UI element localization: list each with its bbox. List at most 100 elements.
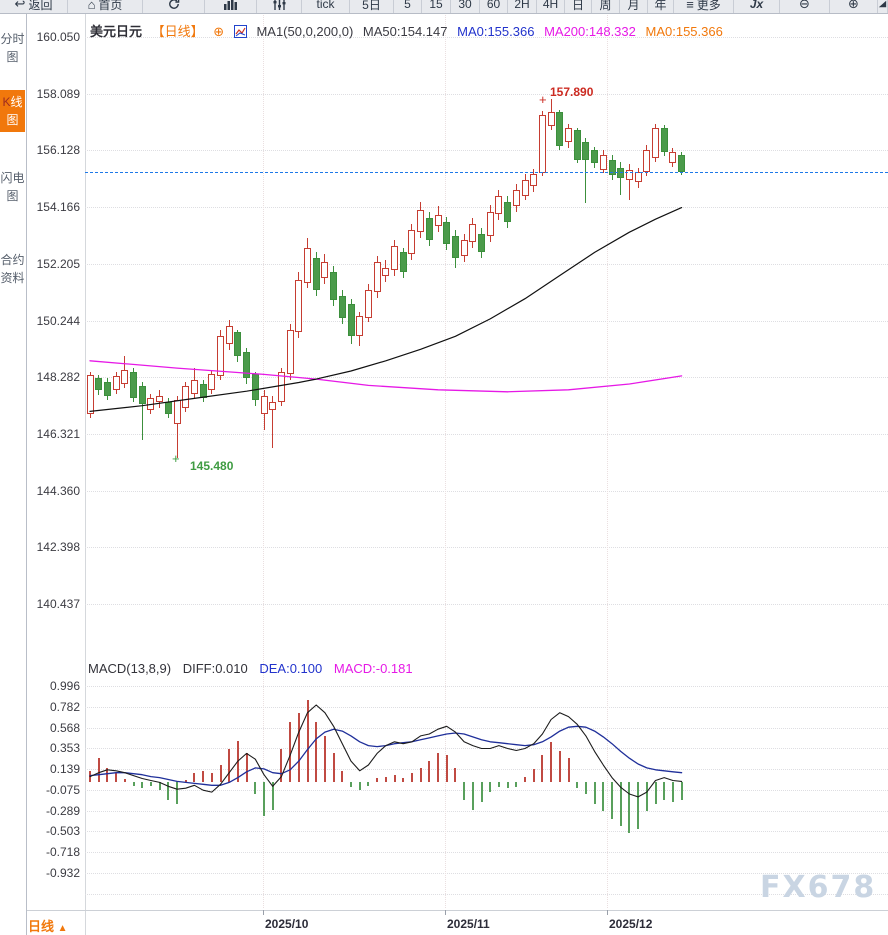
toolbar-more[interactable]: ≡ 更多	[674, 0, 734, 13]
macd-diff-value: DIFF:0.010	[182, 661, 248, 676]
toolbar-period-day[interactable]: 日	[565, 0, 592, 13]
toolbar-period-60[interactable]: 60	[480, 0, 508, 13]
toolbar-period-5[interactable]: 5	[394, 0, 422, 13]
price-axis-label: 148.282	[36, 370, 80, 384]
toolbar-chart-type[interactable]	[205, 0, 257, 13]
macd-hist-bar	[323, 735, 326, 783]
candle-wick	[585, 137, 587, 203]
toolbar-refresh[interactable]	[143, 0, 205, 13]
toolbar-period-week[interactable]: 周	[592, 0, 620, 13]
sidebar-item-lightning-chart[interactable]: 闪电图	[0, 171, 25, 203]
candle	[225, 326, 233, 345]
candle	[591, 150, 599, 164]
macd-hist-bar	[149, 782, 152, 787]
period-label: 日线	[28, 919, 55, 934]
chart-header: 美元日元 【日线】 ⊕ MA1(50,0,200,0) MA50:154.147…	[90, 21, 729, 41]
candle	[86, 375, 94, 415]
candle	[304, 248, 311, 284]
macd-hist-bar	[297, 712, 300, 783]
top-toolbar: ↩ 返回 ⌂ 首页 tick 5日 5 15 30 60 2H 4H 日周月年 ≡ 更多 Jx ⊖ ⊕	[0, 0, 888, 14]
candle	[678, 154, 686, 173]
toolbar-tick[interactable]: tick	[302, 0, 350, 13]
macd-hist-bar	[454, 767, 457, 783]
macd-hist-bar	[271, 782, 274, 810]
candle	[295, 280, 303, 333]
toolbar-period-month[interactable]: 月	[620, 0, 648, 13]
candle	[199, 384, 207, 399]
low-marker: +	[172, 451, 180, 466]
candle	[243, 352, 251, 379]
candle	[286, 330, 294, 375]
circle-plus-icon[interactable]: ⊕	[213, 24, 225, 39]
toolbar-period-year[interactable]: 年	[648, 0, 674, 13]
candle	[269, 402, 277, 411]
toolbar-fx-indicator[interactable]: Jx	[734, 0, 780, 13]
macd-hist-bar	[289, 722, 292, 783]
candle	[573, 130, 581, 161]
period-selector[interactable]: 日线 ▲	[28, 916, 68, 935]
macd-hist-bar	[567, 758, 570, 783]
candle	[425, 218, 433, 240]
gridline	[85, 434, 888, 435]
macd-hist-bar	[158, 782, 161, 791]
macd-hist-bar	[245, 753, 248, 783]
candle	[512, 189, 520, 207]
toolbar-period-30[interactable]: 30	[451, 0, 480, 13]
sidebar-item-timeshare-chart[interactable]: 分时图	[0, 32, 25, 64]
macd-hist-bar	[663, 782, 666, 800]
toolbar-draw[interactable]	[878, 0, 888, 13]
candle	[251, 374, 259, 401]
macd-hist-bar	[393, 774, 396, 783]
candle	[190, 380, 198, 395]
toolbar-period-4h[interactable]: 4H	[537, 0, 565, 13]
gridline	[85, 491, 888, 492]
triangle-up-icon: ▲	[57, 923, 68, 934]
toolbar-period-5d[interactable]: 5日	[350, 0, 394, 13]
price-axis-label: 150.244	[36, 314, 80, 328]
toolbar-zoom-in[interactable]: ⊕	[830, 0, 878, 13]
candle	[530, 174, 538, 187]
macd-hist-bar	[593, 782, 596, 804]
toolbar-home[interactable]: ⌂ 首页	[68, 0, 143, 13]
candle-wick	[272, 396, 274, 449]
ma50-value: MA50:154.147	[362, 24, 448, 39]
candle	[417, 210, 425, 233]
macd-hist-bar	[219, 764, 222, 783]
macd-axis-label: -0.075	[45, 783, 80, 797]
candle	[625, 170, 633, 181]
candle	[382, 268, 390, 277]
macd-hist-bar	[680, 782, 683, 800]
candle	[443, 222, 451, 245]
gridline	[85, 748, 888, 749]
candle	[121, 370, 129, 385]
macd-hist-bar	[228, 748, 231, 783]
macd-hist-bar	[106, 767, 109, 783]
high-marker: +	[539, 92, 547, 107]
macd-hist-bar	[115, 772, 118, 783]
mini-chart-icon[interactable]	[233, 25, 247, 41]
toolbar-indicator-settings[interactable]	[257, 0, 302, 13]
sidebar-item-kline-chart[interactable]: K线图	[0, 90, 25, 132]
candle	[277, 372, 285, 403]
candle	[565, 128, 572, 142]
macd-hist-bar	[480, 782, 483, 802]
macd-hist-bar	[541, 755, 544, 783]
macd-hist-bar	[367, 782, 370, 787]
toolbar-zoom-out[interactable]: ⊖	[780, 0, 830, 13]
macd-axis-label: 0.139	[49, 762, 80, 776]
gridline	[85, 94, 888, 95]
macd-axis-label: -0.503	[45, 824, 80, 838]
gridline	[85, 207, 888, 208]
macd-hist-bar	[471, 782, 474, 810]
macd-hist-bar	[280, 748, 283, 783]
toolbar-back[interactable]: ↩ 返回	[0, 0, 68, 13]
period-tag: 【日线】	[151, 24, 204, 39]
sidebar-item-contract-info[interactable]: 合约资料	[0, 253, 25, 285]
gridline	[85, 377, 888, 378]
candle	[547, 112, 555, 127]
toolbar-period-15[interactable]: 15	[422, 0, 451, 13]
current-price-line	[85, 172, 888, 173]
macd-macd-value: MACD:-0.181	[333, 661, 413, 676]
candle	[460, 239, 468, 257]
toolbar-period-2h[interactable]: 2H	[508, 0, 537, 13]
